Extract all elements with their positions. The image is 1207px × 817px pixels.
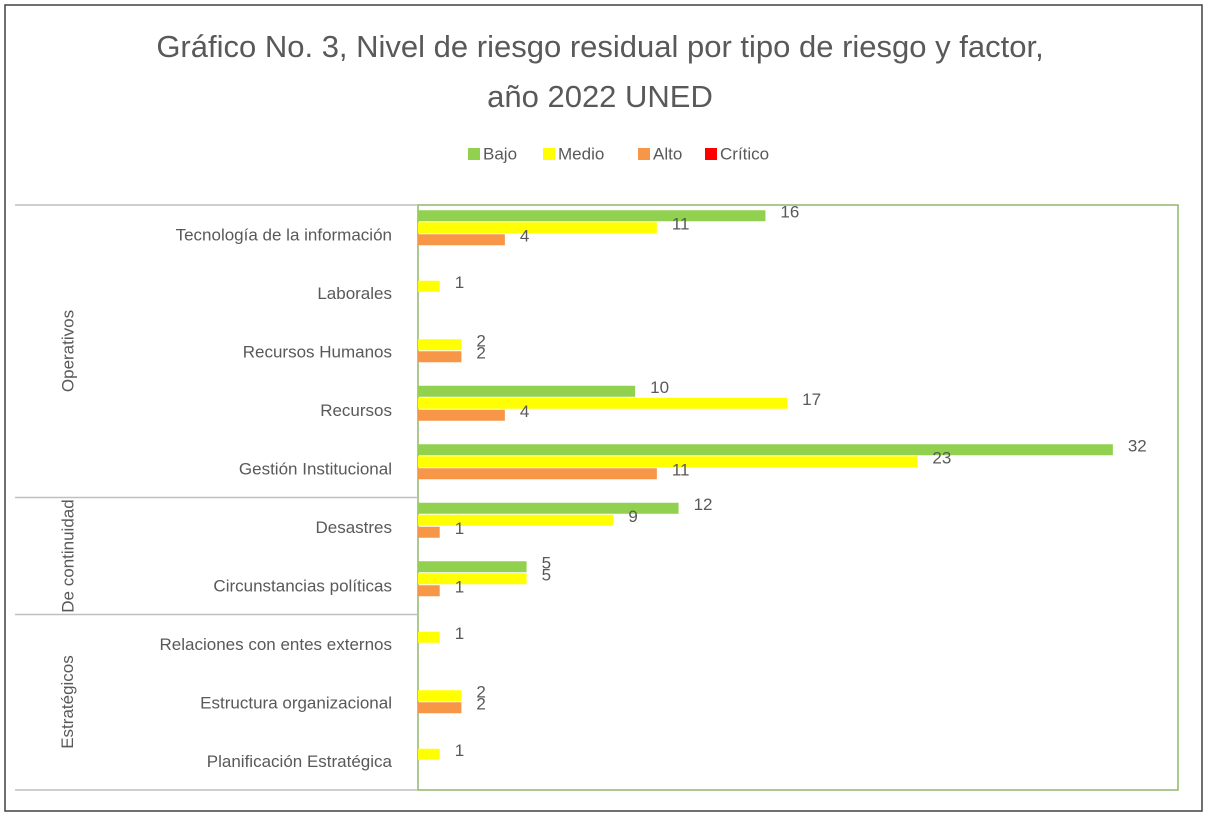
legend-swatch — [468, 148, 480, 160]
data-label: 9 — [628, 507, 637, 526]
legend-swatch — [638, 148, 650, 160]
group-label: De continuidad — [58, 499, 77, 613]
bar — [418, 409, 505, 421]
y-tick-label: Tecnología de la información — [176, 226, 392, 245]
legend-label: Medio — [558, 144, 604, 163]
bar — [418, 351, 462, 363]
bar — [418, 385, 636, 397]
legend-label: Bajo — [483, 144, 517, 163]
data-label: 12 — [694, 495, 713, 514]
legend-swatch — [705, 148, 717, 160]
data-label: 1 — [455, 519, 464, 538]
data-label: 11 — [672, 461, 690, 480]
data-label: 2 — [476, 344, 485, 363]
data-label: 17 — [802, 390, 821, 409]
bar — [418, 502, 679, 514]
data-label: 32 — [1128, 437, 1147, 456]
data-label: 16 — [780, 203, 799, 222]
bar — [418, 573, 527, 585]
data-label: 4 — [520, 402, 529, 421]
bar — [418, 222, 657, 234]
y-tick-label: Gestión Institucional — [239, 460, 392, 479]
bar — [418, 526, 440, 538]
bar — [418, 748, 440, 760]
data-label: 5 — [542, 554, 551, 573]
y-tick-label: Planificación Estratégica — [207, 752, 393, 771]
data-label: 1 — [455, 273, 464, 292]
y-tick-label: Desastres — [315, 518, 392, 537]
bar — [418, 702, 462, 714]
group-label: Operativos — [58, 310, 77, 393]
bar — [418, 561, 527, 573]
y-tick-label: Recursos Humanos — [243, 343, 392, 362]
y-tick-label: Laborales — [317, 284, 392, 303]
y-tick-label: Estructura organizacional — [200, 694, 392, 713]
chart-title: Gráfico No. 3, Nivel de riesgo residual … — [156, 29, 1044, 114]
data-label: 1 — [455, 624, 464, 643]
data-label: 10 — [650, 378, 669, 397]
bar — [418, 234, 505, 246]
data-label: 2 — [476, 332, 485, 351]
bar — [418, 280, 440, 292]
group-label: Estratégicos — [58, 655, 77, 750]
bar — [418, 585, 440, 597]
y-tick-label: Circunstancias políticas — [213, 577, 392, 596]
data-label: 5 — [542, 566, 551, 585]
data-label: 23 — [932, 449, 951, 468]
bar — [418, 690, 462, 702]
data-label: 1 — [455, 578, 464, 597]
y-tick-label: Relaciones con entes externos — [160, 635, 392, 654]
bar — [418, 339, 462, 351]
data-label: 2 — [476, 695, 485, 714]
bar — [418, 456, 918, 468]
bar — [418, 631, 440, 643]
bar — [418, 397, 788, 409]
bar — [418, 468, 657, 480]
bar — [418, 210, 766, 222]
data-label: 1 — [455, 741, 464, 760]
data-label: 11 — [672, 215, 690, 234]
legend-label: Alto — [653, 144, 682, 163]
legend-label: Crítico — [720, 144, 769, 163]
legend-swatch — [543, 148, 555, 160]
data-label: 2 — [476, 683, 485, 702]
bar — [418, 514, 614, 526]
data-label: 4 — [520, 227, 529, 246]
y-tick-label: Recursos — [320, 401, 392, 420]
bar — [418, 444, 1113, 456]
